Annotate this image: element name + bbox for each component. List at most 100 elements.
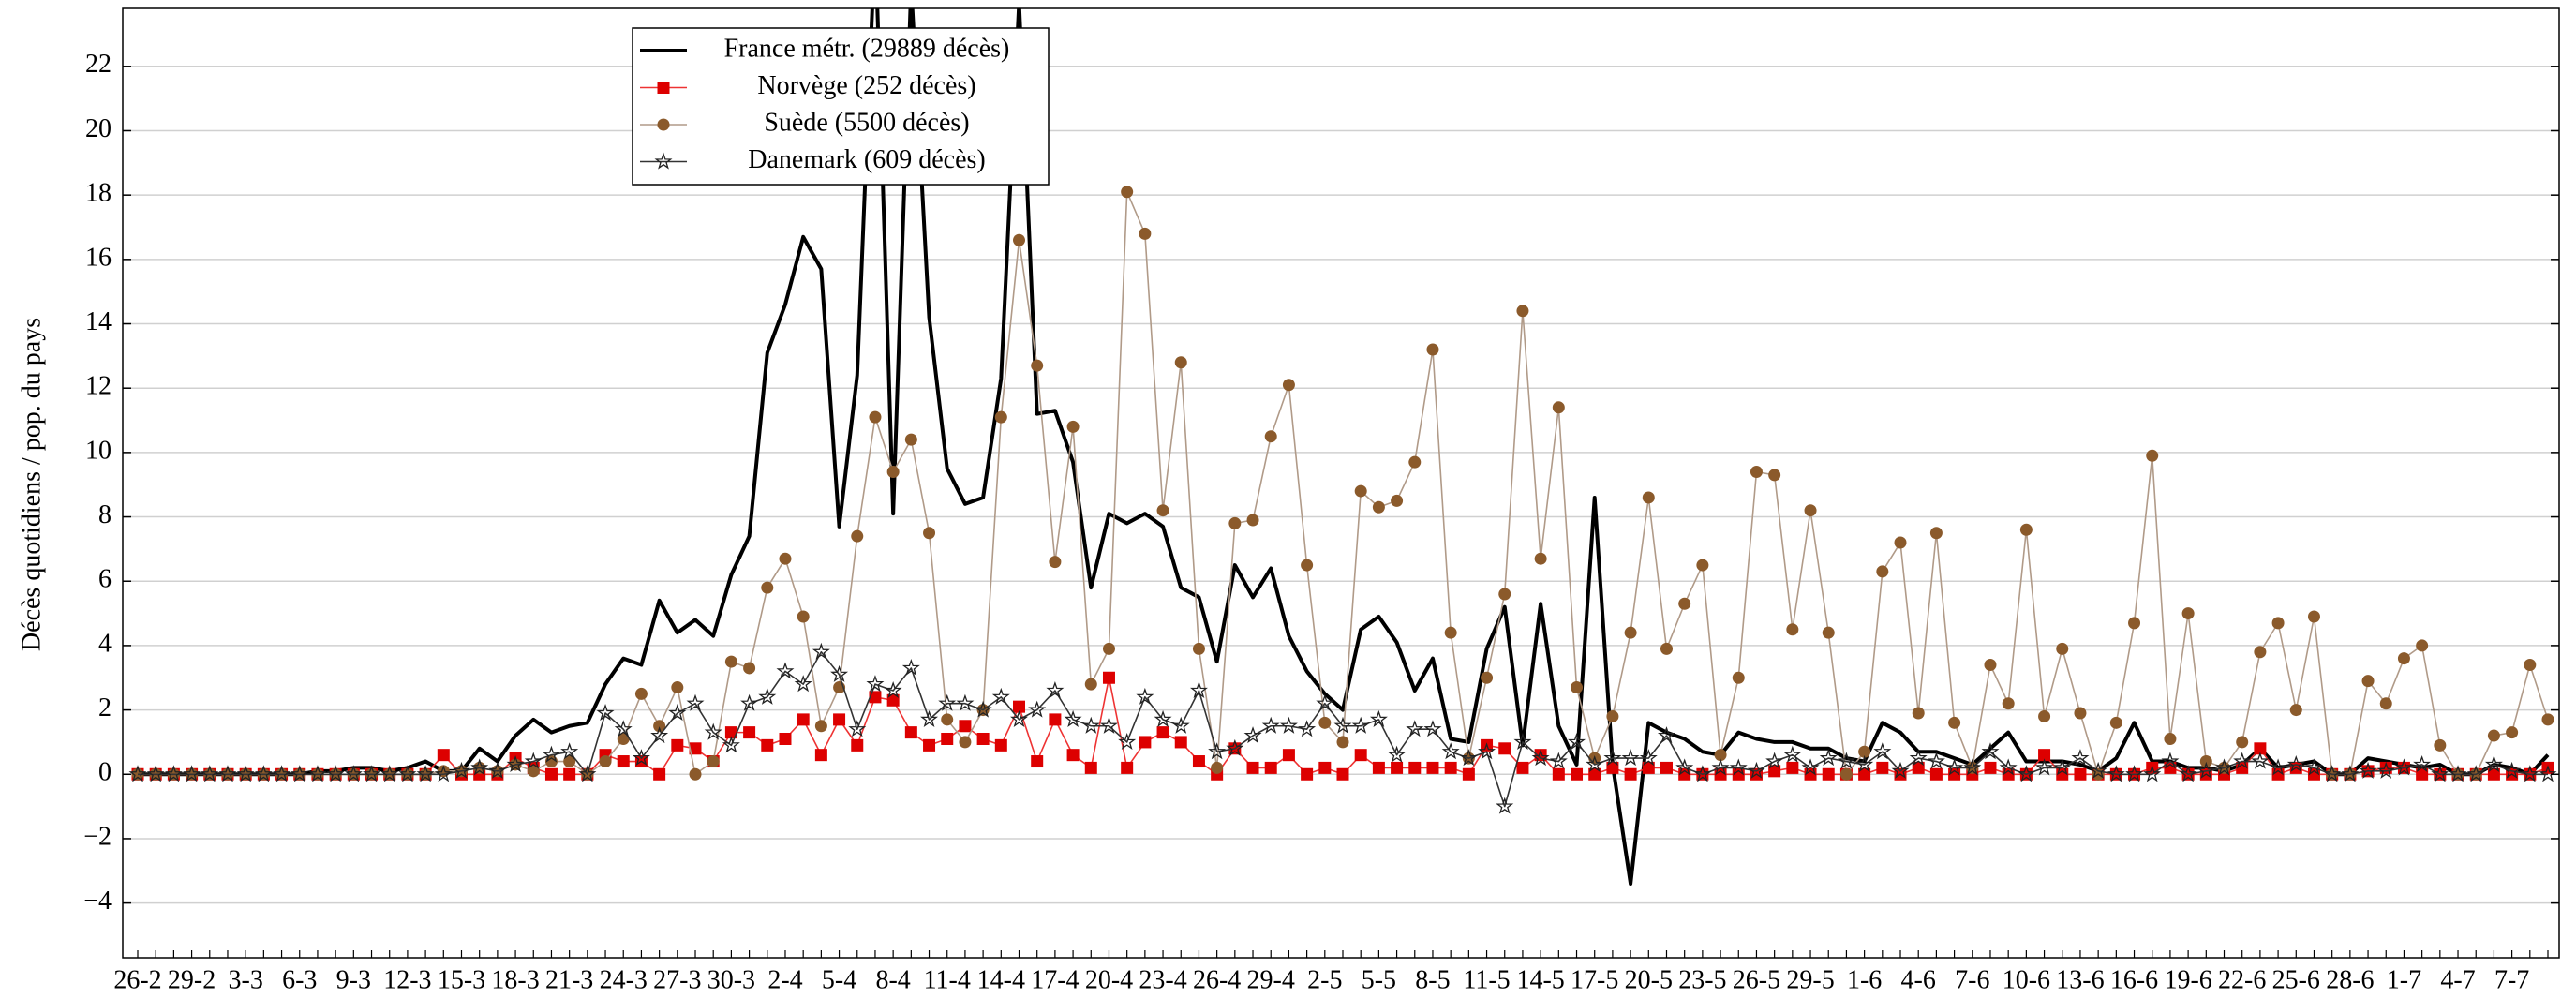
series-marker bbox=[2269, 758, 2287, 776]
series-marker bbox=[2017, 765, 2035, 782]
series-marker bbox=[1603, 749, 1622, 767]
series-marker bbox=[2484, 754, 2503, 773]
x-tick-label: 18-3 bbox=[491, 965, 539, 994]
series-marker bbox=[1246, 514, 1259, 527]
series-marker bbox=[2109, 716, 2122, 729]
series-marker bbox=[1066, 749, 1080, 762]
y-tick-label: −2 bbox=[83, 822, 112, 851]
series-marker bbox=[1478, 742, 1496, 760]
series-marker bbox=[560, 742, 579, 760]
x-tick-label: 29-2 bbox=[168, 965, 216, 994]
x-tick-label: 17-4 bbox=[1031, 965, 1079, 994]
x-tick-label: 13-6 bbox=[2056, 965, 2104, 994]
series-marker bbox=[904, 726, 917, 739]
series-marker bbox=[2304, 758, 2323, 776]
series-marker bbox=[1171, 716, 1190, 734]
series-marker bbox=[544, 767, 558, 781]
series-marker bbox=[1391, 494, 1404, 507]
series-marker bbox=[1192, 642, 1205, 655]
series-marker bbox=[833, 713, 846, 726]
series-marker bbox=[1301, 767, 1314, 781]
series-marker bbox=[563, 767, 576, 781]
series-marker bbox=[1876, 761, 1889, 774]
series-marker bbox=[869, 691, 882, 704]
series-marker bbox=[1136, 687, 1154, 705]
series-marker bbox=[1013, 233, 1026, 246]
x-tick-label: 20-5 bbox=[1625, 965, 1673, 994]
series-marker bbox=[1855, 754, 1874, 773]
series-marker bbox=[1423, 720, 1442, 737]
series-marker bbox=[814, 749, 827, 762]
series-marker bbox=[2215, 758, 2234, 776]
series-marker bbox=[1929, 767, 1943, 781]
series-marker bbox=[326, 765, 345, 782]
series-marker bbox=[599, 755, 612, 768]
series-marker bbox=[1891, 761, 1910, 779]
series-marker bbox=[707, 755, 720, 768]
series-marker bbox=[1426, 343, 1439, 356]
series-marker bbox=[1624, 626, 1637, 639]
series-marker bbox=[1013, 700, 1026, 713]
series-marker bbox=[2376, 761, 2395, 779]
series-marker bbox=[1678, 597, 1691, 610]
series-marker bbox=[344, 765, 363, 782]
y-tick-label: 12 bbox=[85, 372, 112, 401]
series-marker bbox=[1552, 401, 1565, 414]
series-marker bbox=[689, 742, 702, 755]
series-marker bbox=[1642, 761, 1655, 774]
series-marker bbox=[1513, 732, 1532, 751]
series-marker bbox=[2199, 755, 2212, 768]
series-marker bbox=[1839, 767, 1853, 781]
x-tick-label: 29-4 bbox=[1247, 965, 1295, 994]
series-marker bbox=[524, 752, 543, 769]
series-marker bbox=[761, 581, 774, 594]
series-marker bbox=[991, 687, 1010, 705]
series-marker bbox=[1156, 726, 1169, 739]
series-marker bbox=[1516, 761, 1529, 774]
series-marker bbox=[743, 662, 756, 675]
series-marker bbox=[416, 765, 435, 782]
series-marker bbox=[2307, 610, 2320, 623]
series-marker bbox=[1121, 186, 1134, 199]
series-marker bbox=[1552, 767, 1565, 781]
series-marker bbox=[2359, 761, 2377, 779]
y-tick-label: 20 bbox=[85, 114, 112, 143]
series-marker bbox=[2466, 765, 2485, 782]
series-marker bbox=[1049, 713, 1062, 726]
series-marker bbox=[1984, 761, 1997, 774]
series-marker bbox=[1984, 659, 1997, 672]
series-marker bbox=[1318, 716, 1332, 729]
series-marker bbox=[1747, 761, 1765, 779]
series-marker bbox=[797, 713, 810, 726]
series-marker bbox=[938, 693, 957, 711]
series-marker bbox=[1696, 559, 1709, 572]
series-marker bbox=[1333, 716, 1352, 734]
series-marker bbox=[743, 726, 756, 739]
series-marker bbox=[2416, 639, 2429, 652]
plot-area bbox=[128, 8, 2557, 886]
series-marker bbox=[2143, 765, 2162, 782]
series-marker bbox=[1444, 626, 1457, 639]
series-marker bbox=[1768, 765, 1781, 778]
x-tick-label: 23-4 bbox=[1139, 965, 1186, 994]
x-tick-label: 22-6 bbox=[2218, 965, 2266, 994]
legend-marker bbox=[657, 82, 670, 94]
series-marker bbox=[1351, 716, 1370, 734]
series-marker bbox=[2125, 765, 2144, 782]
series-marker bbox=[1336, 736, 1349, 749]
series-marker bbox=[671, 681, 684, 694]
series-marker bbox=[617, 755, 630, 768]
series-marker bbox=[722, 736, 740, 753]
y-tick-label: 0 bbox=[98, 758, 112, 787]
series-marker bbox=[1298, 720, 1317, 737]
series-marker bbox=[1963, 758, 1982, 776]
axes-frame bbox=[122, 7, 2560, 959]
series-marker bbox=[2487, 767, 2500, 781]
series-marker bbox=[2179, 765, 2197, 782]
series-marker bbox=[1301, 559, 1314, 572]
series-marker bbox=[2035, 758, 2054, 776]
x-tick-label: 2-5 bbox=[1307, 965, 1342, 994]
series-marker bbox=[1481, 671, 1494, 684]
y-tick-label: 6 bbox=[98, 565, 112, 594]
